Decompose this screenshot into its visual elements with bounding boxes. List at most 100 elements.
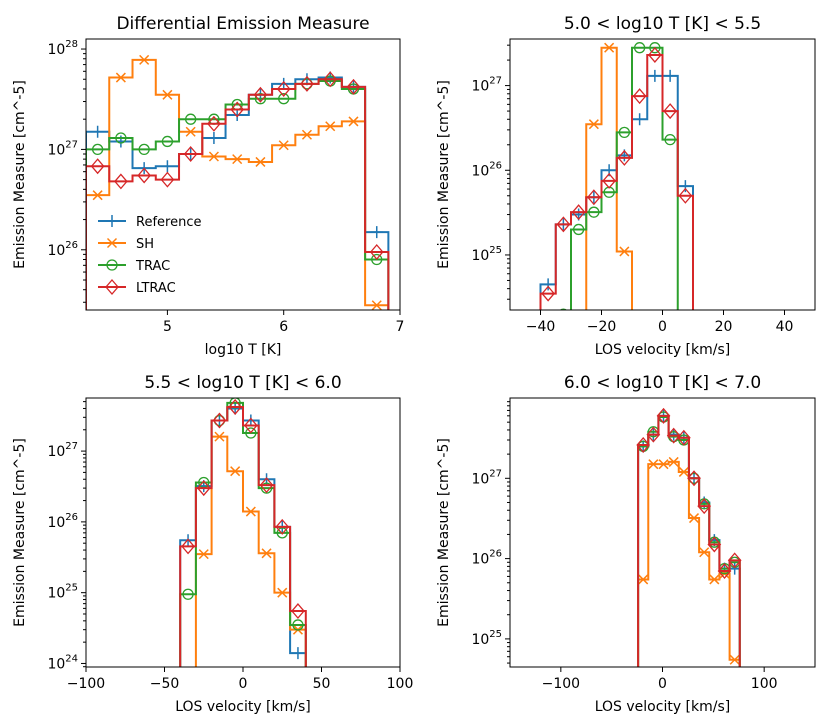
data-point-sh	[638, 574, 649, 585]
data-point-ltrac	[632, 88, 647, 105]
data-point-trac	[588, 206, 600, 218]
y-tick-label: 1026	[47, 240, 78, 259]
chart-title: 5.5 < log10 T [K] < 6.0	[144, 373, 341, 393]
data-point-sh	[277, 587, 288, 598]
x-tick-label: 100	[751, 676, 778, 692]
data-point-sh	[588, 119, 599, 130]
chart-panel-4: −100 0 100 1025 1026 1027 6.0 < log10 T [K] < …	[436, 373, 816, 715]
y-axis-label: Emission Measure [cm^-5]	[436, 80, 452, 269]
data-point-ltrac	[243, 417, 258, 434]
data-point-reference	[728, 562, 741, 575]
x-tick-label: −100	[67, 676, 105, 692]
series-group	[86, 54, 390, 310]
y-tick-label: 1026	[471, 160, 502, 179]
series-line-ltrac	[179, 405, 307, 667]
chart-title: 6.0 < log10 T [K] < 7.0	[564, 373, 761, 393]
x-tick-label: −50	[150, 676, 180, 692]
x-tick-label: 5	[163, 319, 172, 335]
x-tick-label: −20	[587, 319, 617, 335]
x-tick-label: 0	[658, 676, 667, 692]
y-tick-label: 1025	[47, 583, 78, 602]
chart-panel-1: 5 6 7 1026 1027 1028 Differential Emission Mea…	[12, 14, 404, 358]
data-point-trac	[91, 143, 104, 156]
data-point-trac	[182, 588, 194, 600]
data-point-ltrac	[727, 552, 742, 569]
data-point-ltrac	[212, 412, 227, 429]
y-tick-label: 1026	[471, 549, 502, 568]
data-point-ltrac	[137, 167, 152, 184]
data-point-trac	[572, 223, 585, 236]
data-point-sh	[348, 116, 359, 127]
data-point-ltrac	[717, 563, 732, 580]
data-point-sh	[604, 42, 615, 53]
x-tick-label: 50	[313, 676, 331, 692]
y-tick-label: 1026	[47, 512, 78, 531]
data-point-reference	[231, 109, 244, 122]
chart-panel-3: −100 −50 0 50 100 1024 1025 1026 1027 5.5 < log10…	[12, 373, 413, 715]
data-point-reference	[679, 180, 692, 193]
data-point-ltrac	[636, 436, 651, 453]
data-point-ltrac	[253, 86, 268, 103]
series-line-ltrac	[539, 53, 694, 310]
y-axis-label: Emission Measure [cm^-5]	[12, 438, 28, 627]
legend-label: SH	[136, 237, 154, 252]
data-point-ltrac	[346, 78, 361, 95]
data-point-sh	[185, 126, 196, 137]
data-point-trac	[254, 93, 267, 105]
x-tick-label: 0	[239, 676, 248, 692]
data-point-trac	[559, 308, 568, 310]
series-group	[636, 407, 742, 667]
data-point-ltrac	[291, 603, 305, 620]
data-point-ltrac	[656, 407, 671, 424]
data-point-ltrac	[678, 187, 693, 204]
y-tick-label: 1025	[471, 629, 502, 648]
data-point-ltrac	[369, 244, 384, 261]
data-point-sh	[232, 154, 243, 165]
plot-frame	[509, 397, 816, 668]
data-point-trac	[633, 42, 646, 54]
data-point-ltrac	[646, 426, 661, 443]
data-point-reference	[633, 113, 646, 126]
legend-label: LTRAC	[136, 281, 176, 296]
data-point-reference	[648, 69, 661, 82]
x-tick-label: 6	[279, 319, 288, 335]
y-tick-label: 1028	[47, 39, 78, 58]
data-point-ltrac	[90, 158, 105, 175]
data-point-ltrac	[571, 204, 586, 221]
data-point-reference	[370, 226, 383, 239]
data-point-ltrac	[275, 518, 290, 535]
data-point-sh	[658, 459, 669, 470]
data-point-sh	[678, 466, 689, 477]
x-tick-label: 100	[387, 676, 414, 692]
data-point-sh	[245, 506, 256, 517]
data-point-sh	[619, 246, 630, 257]
x-tick-label: 0	[658, 319, 667, 335]
legend-marker	[106, 215, 118, 227]
data-point-ltrac	[666, 427, 681, 444]
data-point-sh	[208, 151, 219, 162]
data-point-sh	[162, 89, 173, 100]
y-axis-label: Emission Measure [cm^-5]	[12, 80, 28, 269]
data-point-sh	[371, 300, 382, 310]
y-tick-label: 1024	[47, 653, 78, 672]
data-point-trac	[664, 133, 676, 146]
data-point-ltrac	[230, 101, 245, 118]
legend-marker	[106, 259, 118, 271]
legend: Reference SH TRAC LTRAC	[98, 215, 201, 296]
data-point-ltrac	[259, 477, 274, 494]
series-line-sh	[194, 435, 307, 667]
data-point-trac	[649, 42, 661, 54]
data-point-sh	[699, 547, 710, 558]
series-line-sh	[86, 58, 390, 310]
data-point-trac	[161, 135, 174, 148]
data-point-ltrac	[676, 429, 691, 446]
data-point-ltrac	[228, 398, 243, 415]
data-point-ltrac	[663, 103, 677, 120]
x-tick-label: 20	[715, 319, 733, 335]
data-point-ltrac	[276, 80, 291, 97]
data-point-ltrac	[207, 115, 221, 132]
series-line-sh	[585, 46, 633, 310]
x-axis-label: LOS velocity [km/s]	[595, 342, 731, 358]
chart-title: Differential Emission Measure	[116, 14, 369, 34]
data-point-sh	[261, 548, 272, 559]
